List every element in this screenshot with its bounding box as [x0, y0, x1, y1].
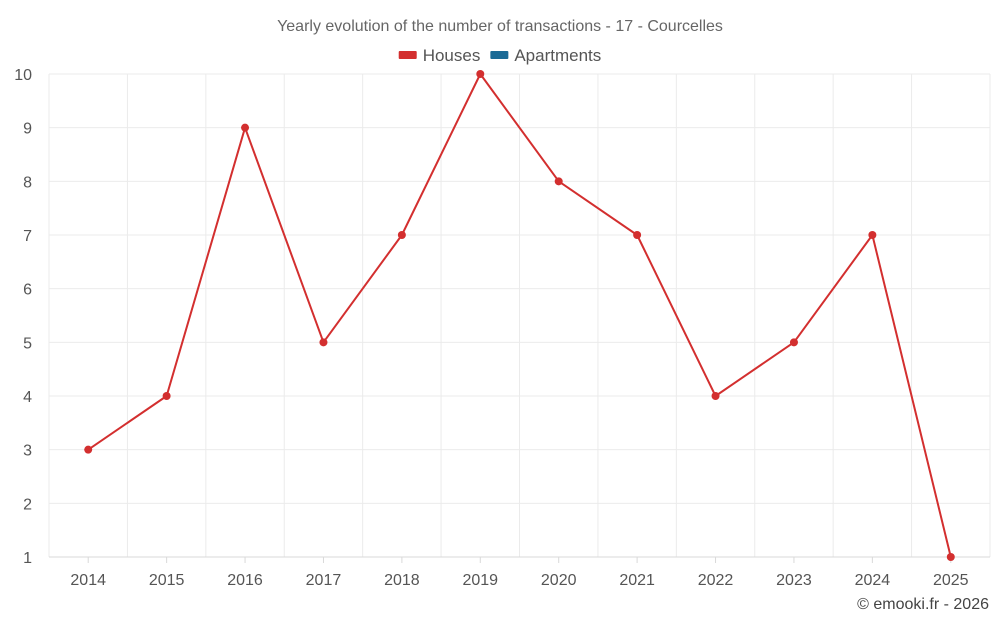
y-tick-label: 2 [23, 496, 32, 513]
data-point-houses[interactable] [476, 70, 485, 78]
grid [48, 73, 991, 558]
x-tick-label: 2017 [306, 572, 342, 589]
x-tick-label: 2020 [541, 572, 577, 589]
y-tick-label: 7 [23, 228, 32, 245]
legend-swatch [490, 51, 509, 59]
x-tick-label: 2015 [149, 572, 185, 589]
legend: Houses Apartments [398, 46, 601, 65]
x-tick-label: 2021 [619, 572, 655, 589]
y-tick-label: 1 [23, 550, 32, 567]
y-axis: 1 2 3 4 5 6 7 8 9 10 [14, 67, 32, 567]
series-line-houses [87, 73, 952, 558]
x-tick-label: 2022 [698, 572, 734, 589]
data-point-houses[interactable] [84, 445, 93, 454]
x-axis: 2014 2015 2016 2017 2018 2019 2020 2021 2022 2023… [70, 557, 969, 589]
x-tick-label: 2016 [227, 572, 263, 589]
data-point-houses[interactable] [711, 392, 720, 400]
x-tick-label: 2019 [462, 572, 498, 589]
credit-text: © emooki.fr - 2026 [857, 596, 989, 613]
data-point-houses[interactable] [789, 338, 798, 347]
y-tick-label: 6 [23, 282, 32, 299]
legend-swatch [398, 51, 417, 59]
series-layer [84, 70, 955, 561]
y-tick-label: 3 [23, 443, 32, 460]
legend-item-houses[interactable]: Houses [398, 46, 481, 65]
legend-label: Apartments [514, 46, 601, 65]
legend-item-apartments[interactable]: Apartments [490, 46, 601, 65]
x-tick-label: 2014 [70, 572, 106, 589]
data-point-houses[interactable] [319, 338, 328, 347]
data-point-houses[interactable] [946, 553, 955, 561]
data-point-houses[interactable] [397, 231, 406, 239]
data-point-houses[interactable] [241, 123, 250, 132]
x-tick-label: 2023 [776, 572, 812, 589]
x-tick-label: 2024 [855, 572, 891, 589]
y-tick-label: 8 [23, 174, 32, 191]
data-point-houses[interactable] [162, 392, 171, 400]
y-tick-label: 4 [23, 389, 32, 406]
data-point-houses[interactable] [868, 231, 877, 239]
legend-label: Houses [423, 46, 481, 65]
y-tick-label: 9 [23, 121, 32, 138]
x-tick-label: 2025 [933, 572, 969, 589]
y-tick-label: 5 [23, 335, 32, 352]
data-point-houses[interactable] [554, 177, 563, 186]
y-tick-label: 10 [14, 67, 32, 84]
data-point-houses[interactable] [633, 231, 642, 239]
chart-title: Yearly evolution of the number of transa… [277, 18, 723, 35]
x-tick-label: 2018 [384, 572, 420, 589]
